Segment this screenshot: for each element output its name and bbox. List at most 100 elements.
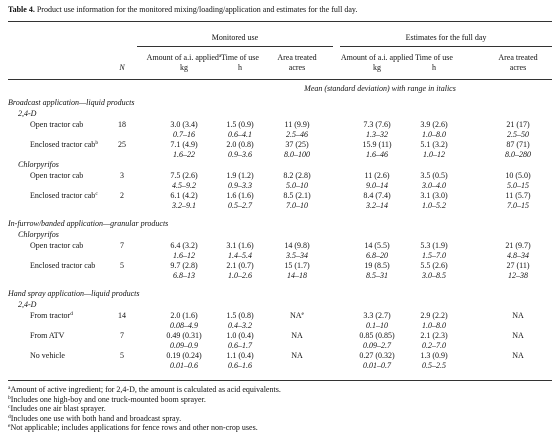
cell-range: 1.0–5.2	[422, 201, 446, 210]
cell-mean: 1.3 (0.9)	[420, 351, 447, 361]
cell-mean: 0.27 (0.32)	[359, 351, 394, 361]
footnote-mark: b	[8, 394, 11, 401]
cell-range: 0.5–2.7	[228, 201, 252, 210]
cell-mean-text: 3.1 (1.6)	[226, 241, 254, 250]
cell-mean-text: 1.1 (0.4)	[226, 351, 254, 360]
cell-mean-text: 3.3 (2.7)	[363, 311, 391, 320]
cell-range: 5.0–10	[286, 181, 308, 190]
cell-mean: 10 (5.0)	[505, 171, 530, 181]
cell-mean: 5.3 (1.9)	[420, 241, 447, 251]
cell-range: 0.9–3.3	[228, 181, 252, 190]
cell-mean: 3.5 (0.5)	[420, 171, 447, 181]
cell-range: 3.2–14	[366, 201, 388, 210]
cell-range: 4.8–34	[507, 251, 529, 260]
cell-mean-text: 0.27 (0.32)	[359, 351, 395, 360]
cell-mean-text: 14 (9.8)	[284, 241, 310, 250]
cell-mean: 5.5 (2.6)	[420, 261, 447, 271]
cell-range: 3.0–8.5	[422, 271, 446, 280]
cell-mean-text: 7.5 (2.6)	[170, 171, 198, 180]
cell-mean: NA	[291, 351, 303, 361]
cell-mean-text: 8.2 (2.8)	[283, 171, 311, 180]
column-header-text: Amount of a.i. applied	[340, 53, 414, 62]
cell-range: 1.6–12	[173, 251, 195, 260]
cell-mean: 0.49 (0.31)	[166, 331, 201, 341]
cell-range: 1.3–32	[366, 130, 388, 139]
footnote-mark: c	[95, 191, 98, 197]
cell-range: 1.0–12	[423, 150, 445, 159]
cell-mean-text: 21 (9.7)	[505, 241, 531, 250]
cell-range: 0.5–2.5	[422, 361, 446, 370]
table-note: Mean (standard deviation) with range in …	[304, 84, 456, 93]
cell-mean: NA	[512, 311, 524, 321]
cell-mean: 14 (5.5)	[364, 241, 389, 251]
cell-range: 1.6–46	[366, 150, 388, 159]
row-label-text: From ATV	[30, 331, 65, 340]
footnote: dIncludes one use with both hand and bro…	[8, 414, 181, 424]
footnote-text: Not applicable; includes applications fo…	[10, 423, 258, 433]
cell-mean: 11 (9.9)	[284, 120, 309, 130]
group-title: Chlorpyrifos	[18, 230, 59, 239]
cell-mean: 1.5 (0.9)	[226, 120, 253, 130]
cell-mean: 7.5 (2.6)	[170, 171, 197, 181]
footnote-mark: b	[95, 140, 99, 146]
cell-mean: 0.19 (0.24)	[166, 351, 201, 361]
footnote: aAmount of active ingredient; for 2,4-D,…	[8, 385, 281, 395]
cell-mean: NA	[291, 331, 303, 341]
cell-mean-text: 0.85 (0.85)	[359, 331, 395, 340]
column-header-text: Amount of a.i. applied	[146, 53, 219, 62]
cell-mean-text: 2.1 (2.3)	[420, 331, 448, 340]
cell-mean-text: 0.49 (0.31)	[166, 331, 202, 340]
footnote-mark: e	[301, 311, 305, 317]
cell-mean-text: 0.19 (0.24)	[166, 351, 202, 360]
cell-mean: 3.9 (2.6)	[420, 120, 447, 130]
cell-mean: 0.85 (0.85)	[359, 331, 394, 341]
cell-mean: 27 (11)	[506, 261, 529, 271]
cell-mean-text: 7.3 (7.6)	[363, 120, 391, 129]
cell-mean-text: 2.1 (0.7)	[226, 261, 254, 270]
cell-range: 0.6–4.1	[228, 130, 252, 139]
row-label-text: From tractor	[30, 311, 71, 320]
n-value: 5	[120, 351, 124, 360]
cell-range: 3.2–9.1	[172, 201, 196, 210]
header-rule	[8, 79, 552, 80]
cell-range: 7.0–10	[286, 201, 308, 210]
cell-range: 1.6–22	[173, 150, 195, 159]
column-unit: kg	[180, 63, 188, 72]
cell-range: 14–18	[287, 271, 307, 280]
cell-range: 8.0–100	[284, 150, 310, 159]
cell-mean-text: NA	[512, 331, 524, 340]
caption-label: Table 4.	[8, 5, 35, 14]
cell-mean: 8.5 (2.1)	[283, 191, 310, 201]
cell-mean-text: 3.0 (3.4)	[170, 120, 198, 129]
cell-mean-text: 10 (5.0)	[505, 171, 531, 180]
cell-range: 3.0–4.0	[422, 181, 446, 190]
row-label: Open tractor cab	[30, 120, 83, 130]
cell-mean: 11 (5.7)	[505, 191, 530, 201]
n-value: 3	[120, 171, 124, 180]
group-header: Monitored use	[211, 33, 259, 42]
cell-mean: 6.4 (3.2)	[170, 241, 197, 251]
cell-mean: 1.5 (0.8)	[226, 311, 253, 321]
cell-mean-text: 3.9 (2.6)	[420, 120, 448, 129]
cell-mean-text: 8.4 (7.4)	[363, 191, 391, 200]
cell-range: 5.0–15	[507, 181, 529, 190]
footnote-text: Amount of active ingredient; for 2,4-D, …	[10, 385, 281, 394]
footnote-mark: d	[70, 311, 73, 317]
cell-mean: 6.1 (4.2)	[170, 191, 197, 201]
cell-range: 7.0–15	[507, 201, 529, 210]
cell-range: 0.09–0.9	[170, 341, 198, 350]
section-title: In-furrow/banded application—granular pr…	[8, 219, 169, 228]
cell-range: 0.09–2.7	[363, 341, 391, 350]
cell-mean-text: NA	[291, 351, 303, 360]
cell-mean-text: 19 (8.5)	[364, 261, 390, 270]
cell-mean-text: 1.5 (0.8)	[226, 311, 254, 320]
cell-mean-text: 15.9 (11)	[362, 140, 392, 149]
row-label: No vehicle	[30, 351, 65, 361]
cell-range: 6.8–20	[366, 251, 388, 260]
cell-mean-text: 5.1 (3.2)	[420, 140, 448, 149]
cell-mean: 9.7 (2.8)	[170, 261, 197, 271]
cell-mean: 5.1 (3.2)	[420, 140, 447, 150]
cell-mean: 15.9 (11)	[362, 140, 391, 150]
cell-mean: 2.0 (1.6)	[170, 311, 197, 321]
column-header: Amount of a.i. applied	[341, 53, 413, 63]
